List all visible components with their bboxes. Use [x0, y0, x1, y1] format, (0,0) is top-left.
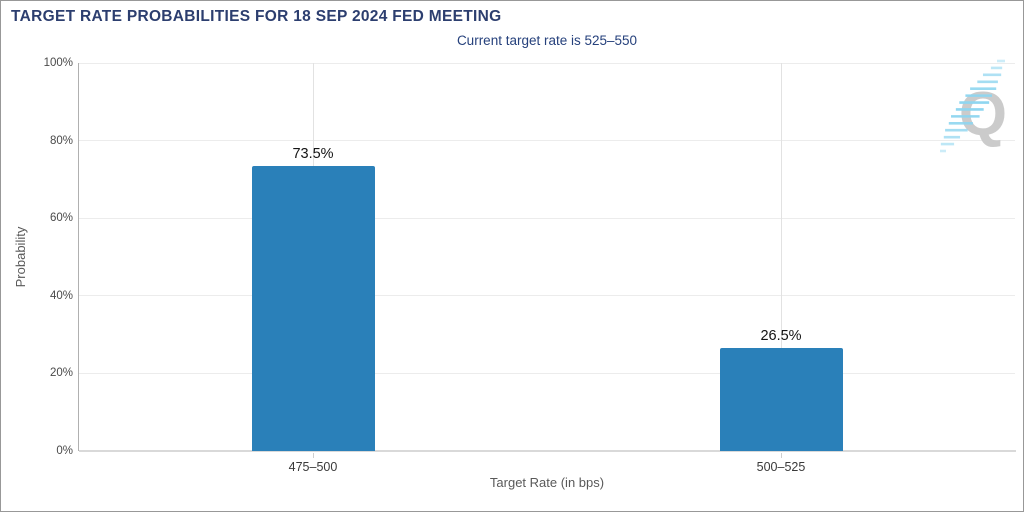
- x-axis-title: Target Rate (in bps): [489, 475, 605, 490]
- y-tick-label: 40%: [49, 289, 73, 302]
- x-axis-line: [79, 450, 1016, 452]
- bar-500-525[interactable]: [719, 348, 843, 451]
- watermark-stripes: [940, 59, 1005, 153]
- x-tick-mark: [780, 453, 782, 458]
- chart-subtitle: Current target rate is 525–550: [456, 33, 638, 48]
- watermark-q-logo: Q: [940, 59, 1007, 153]
- y-axis-title: Probability: [13, 226, 28, 288]
- y-gridline: [79, 295, 1015, 297]
- x-tick-mark: [312, 453, 314, 458]
- y-axis-line: [78, 63, 79, 451]
- y-tick-label: 60%: [49, 212, 73, 225]
- plot-area: 0% 20% 40% 60% 80% 100% 73.5% 475–500 26.5% 500–5…: [44, 57, 1016, 474]
- y-gridline: [79, 372, 1015, 374]
- watermark-letter: Q: [959, 80, 1007, 149]
- y-gridline: [79, 62, 1015, 64]
- x-tick-label: 500–525: [756, 460, 806, 474]
- y-tick-label: 20%: [49, 367, 73, 380]
- y-gridline: [79, 217, 1015, 219]
- y-tick-label: 100%: [43, 57, 73, 69]
- bar-value-label: 26.5%: [760, 328, 802, 345]
- chart-title: TARGET RATE PROBABILITIES FOR 18 SEP 202…: [11, 8, 502, 25]
- bar-value-label: 73.5%: [292, 145, 334, 162]
- bar-475-500[interactable]: [251, 165, 375, 451]
- y-gridline: [79, 140, 1015, 142]
- x-tick-label: 475–500: [288, 460, 338, 474]
- x-gridline: [780, 63, 782, 451]
- y-tick-label: 80%: [49, 134, 73, 147]
- y-tick-label: 0%: [56, 445, 73, 457]
